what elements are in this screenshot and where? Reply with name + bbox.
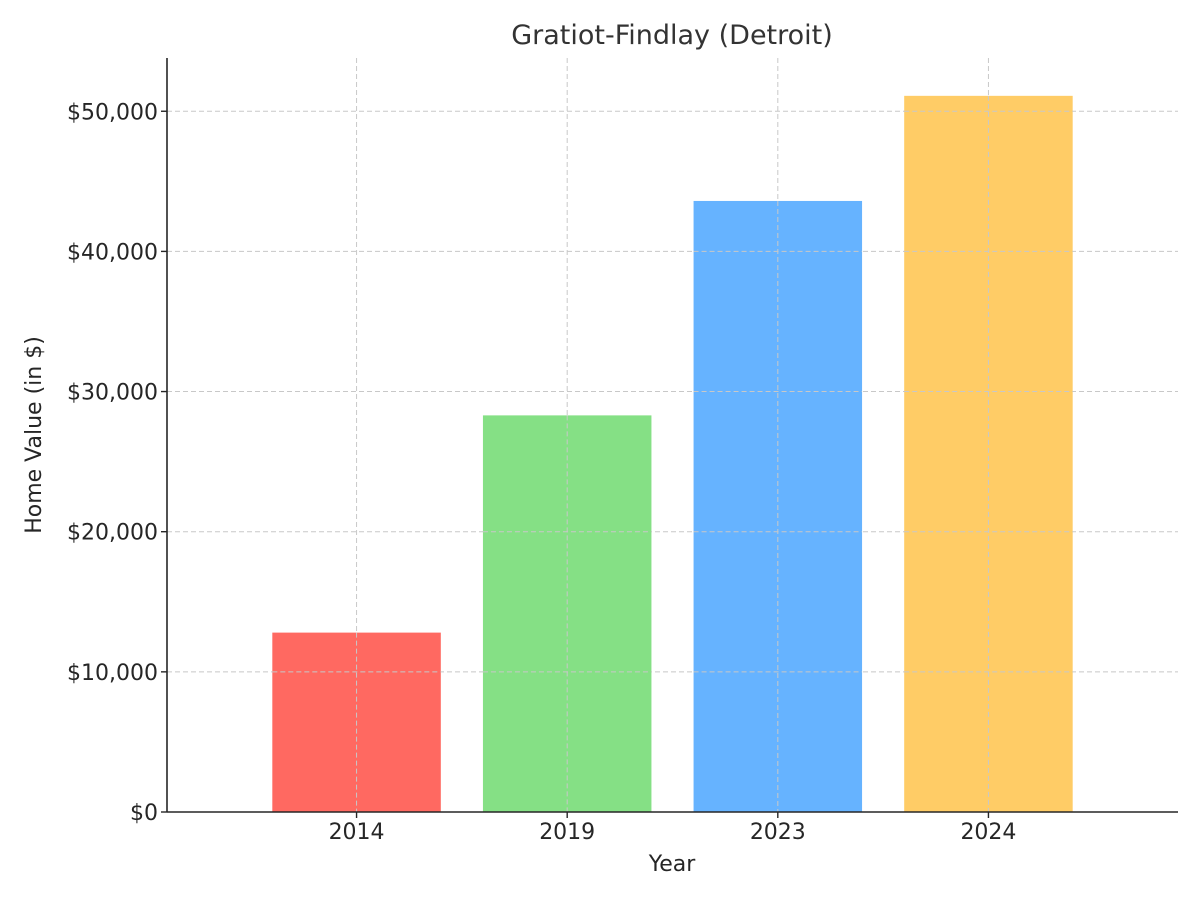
x-tick-label: 2014	[329, 820, 385, 845]
y-tick-label: $20,000	[67, 521, 158, 546]
chart-title: Gratiot-Findlay (Detroit)	[511, 20, 833, 51]
y-axis-label: Home Value (in $)	[22, 336, 47, 534]
x-tick-label: 2023	[750, 820, 806, 845]
y-tick-label: $30,000	[67, 381, 158, 406]
x-tick-label: 2024	[960, 820, 1016, 845]
y-tick-label: $40,000	[67, 240, 158, 265]
x-tick-label: 2019	[539, 820, 595, 845]
y-tick-label: $0	[130, 801, 158, 826]
y-tick-label: $10,000	[67, 661, 158, 686]
axis-layer: $0 $10,000 $20,000 $30,000 $40,000 $50,000 201…	[67, 58, 1178, 845]
bar-layer	[272, 95, 1073, 813]
y-tick-label: $50,000	[67, 100, 158, 125]
x-axis-label: Year	[648, 852, 697, 877]
